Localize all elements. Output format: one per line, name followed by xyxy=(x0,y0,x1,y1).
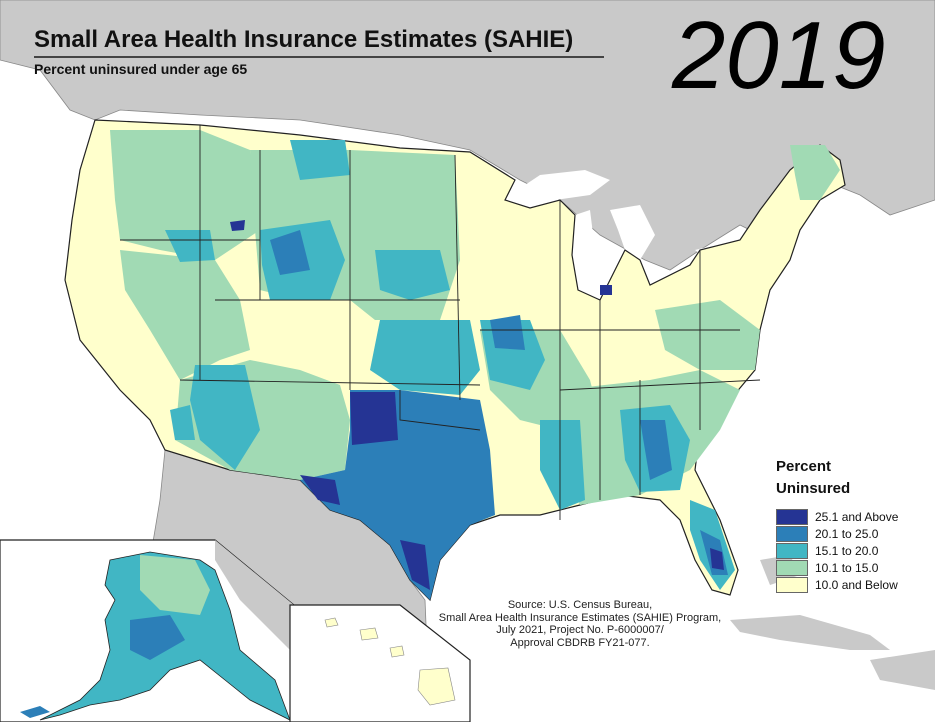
legend-label: 20.1 to 25.0 xyxy=(815,526,879,541)
lake-superior xyxy=(510,170,610,205)
hispaniola-landmass xyxy=(870,650,935,690)
legend-label: 10.1 to 15.0 xyxy=(815,560,879,575)
canada-landmass xyxy=(0,0,935,271)
legend-item: 25.1 and Above xyxy=(776,508,898,525)
legend-swatch xyxy=(776,525,808,542)
legend-title-line1: Percent xyxy=(776,458,832,475)
legend-label: 25.1 and Above xyxy=(815,509,899,524)
source-note: Source: U.S. Census Bureau, Small Area H… xyxy=(420,599,740,649)
legend-swatch xyxy=(776,508,808,525)
map-title: Small Area Health Insurance Estimates (S… xyxy=(34,26,574,53)
hawaii-islands xyxy=(324,617,456,706)
map-subtitle: Percent uninsured under age 65 xyxy=(34,61,248,77)
legend: 25.1 and Above 20.1 to 25.0 15.1 to 20.0… xyxy=(776,508,898,593)
cuba-landmass xyxy=(730,615,890,650)
legend-item: 15.1 to 20.0 xyxy=(776,542,898,559)
source-line: Source: U.S. Census Bureau, xyxy=(507,599,653,611)
state-boundaries xyxy=(120,125,761,520)
legend-swatch xyxy=(776,542,808,559)
source-line: Approval CBDRB FY21-077. xyxy=(510,636,650,649)
legend-title: Percent Uninsured xyxy=(776,456,850,500)
lake-huron xyxy=(610,205,655,260)
source-line: Small Area Health Insurance Estimates (S… xyxy=(438,611,722,624)
legend-item: 20.1 to 25.0 xyxy=(776,525,898,542)
uninsured-regions xyxy=(110,130,840,600)
lake-michigan xyxy=(572,210,595,290)
legend-item: 10.0 and Below xyxy=(776,576,898,593)
source-line: July 2021, Project No. P-6000007/ xyxy=(496,624,664,636)
year-label: 2019 xyxy=(672,2,886,109)
legend-title-line2: Uninsured xyxy=(776,480,851,497)
legend-label: 15.1 to 20.0 xyxy=(815,543,879,558)
legend-item: 10.1 to 15.0 xyxy=(776,559,898,576)
legend-label: 10.0 and Below xyxy=(815,577,898,592)
legend-swatch xyxy=(776,559,808,576)
title-underline xyxy=(34,56,604,58)
hawaii-inset xyxy=(289,604,471,722)
alaska-inset xyxy=(0,539,301,722)
legend-swatch xyxy=(776,576,808,593)
